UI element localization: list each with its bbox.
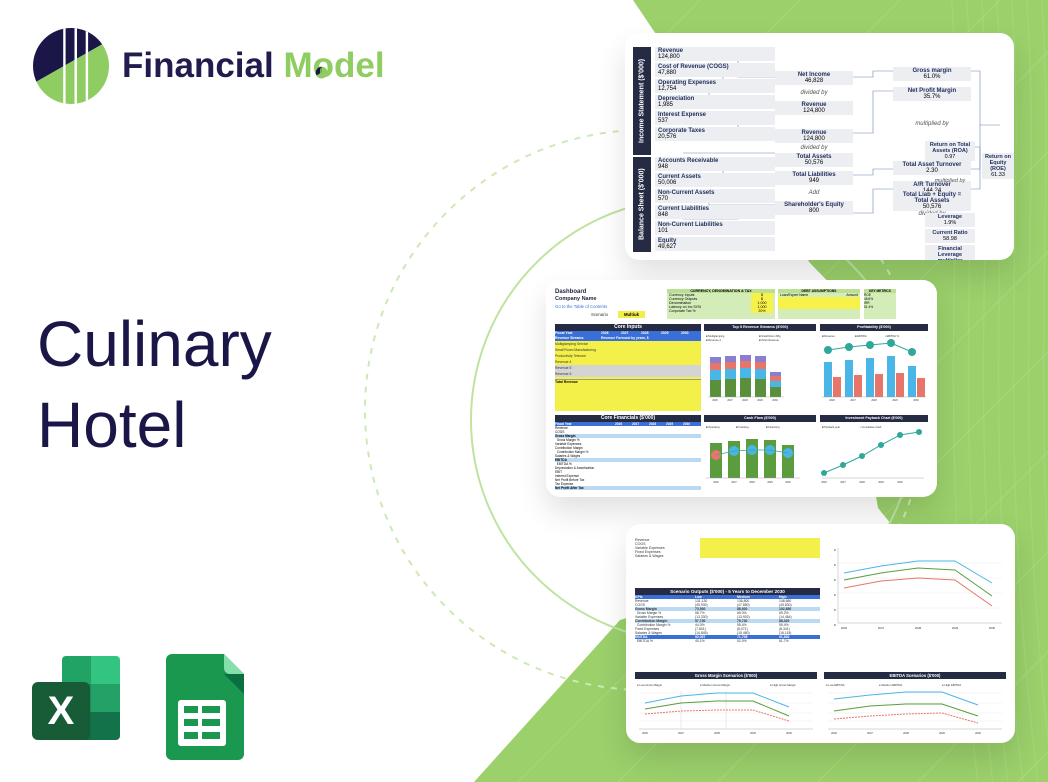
svg-text:2027: 2027 [850,399,856,402]
svg-text:2028: 2028 [749,481,755,484]
svg-text:■ Financing: ■ Financing [766,425,780,429]
svg-text:2029: 2029 [892,399,898,402]
svg-text:● High Gross Margin: ● High Gross Margin [770,683,796,687]
svg-text:2030: 2030 [975,731,981,735]
svg-text:2026: 2026 [829,399,835,402]
svg-text:20,000: 20,000 [834,593,837,597]
svg-text:■ Revenue: ■ Revenue [822,334,835,338]
svg-text:2028: 2028 [871,399,877,402]
svg-text:2027: 2027 [867,731,873,735]
svg-text:● Low EBITDA: ● Low EBITDA [826,683,845,687]
svg-text:2028: 2028 [903,731,909,735]
svg-text:2030: 2030 [772,399,778,402]
svg-text:■ Investing: ■ Investing [736,425,749,429]
svg-text:2028: 2028 [915,626,922,630]
svg-text:25,000: 25,000 [834,578,837,582]
svg-text:2029: 2029 [767,481,773,484]
svg-text:30,000: 30,000 [834,563,837,567]
svg-text:2030: 2030 [786,731,792,735]
svg-text:2026: 2026 [642,731,648,735]
svg-text:2028: 2028 [714,731,720,735]
svg-text:2026: 2026 [712,399,718,402]
svg-text:2030: 2030 [897,481,903,484]
svg-text:2026: 2026 [831,731,837,735]
svg-text:● Low Gross Margin: ● Low Gross Margin [637,683,663,687]
svg-text:2027: 2027 [727,399,733,402]
svg-text:2026: 2026 [713,481,719,484]
svg-text:2026: 2026 [841,626,848,630]
svg-text:● Medium Gross Margin: ● Medium Gross Margin [700,683,730,687]
svg-text:■ Payback year: ■ Payback year [822,425,840,429]
svg-text:2026: 2026 [821,481,827,484]
svg-text:2030: 2030 [913,399,919,402]
svg-text:35,000: 35,000 [834,548,837,552]
svg-text:■ Revenue 4: ■ Revenue 4 [706,338,721,342]
svg-text:2029: 2029 [952,626,959,630]
svg-text:X: X [48,689,75,733]
svg-text:2030: 2030 [785,481,791,484]
svg-text:● High EBITDA: ● High EBITDA [942,683,961,687]
svg-text:15,000: 15,000 [834,608,837,612]
svg-text:2027: 2027 [678,731,684,735]
svg-text:2027: 2027 [731,481,737,484]
svg-text:■ Other Revenue: ■ Other Revenue [759,338,779,342]
svg-text:● Medium EBITDA: ● Medium EBITDA [879,683,902,687]
svg-text:■ Operating: ■ Operating [706,425,720,429]
svg-text:2030: 2030 [989,626,996,630]
svg-text:2029: 2029 [750,731,756,735]
svg-text:5,000: 5,000 [834,623,837,627]
svg-text:2029: 2029 [757,399,763,402]
svg-text:• Cumulative Cash: • Cumulative Cash [860,425,882,429]
svg-text:■ EBITDA: ■ EBITDA [855,334,867,338]
svg-text:2029: 2029 [939,731,945,735]
svg-text:2027: 2027 [840,481,846,484]
svg-text:■ Small Room Mfg: ■ Small Room Mfg [759,334,781,338]
svg-text:2028: 2028 [859,481,865,484]
svg-text:2027: 2027 [878,626,885,630]
svg-text:■ Multiglamping: ■ Multiglamping [706,334,725,338]
svg-text:2029: 2029 [878,481,884,484]
svg-text:2028: 2028 [742,399,748,402]
svg-text:• EBITDA %: • EBITDA % [885,334,900,338]
